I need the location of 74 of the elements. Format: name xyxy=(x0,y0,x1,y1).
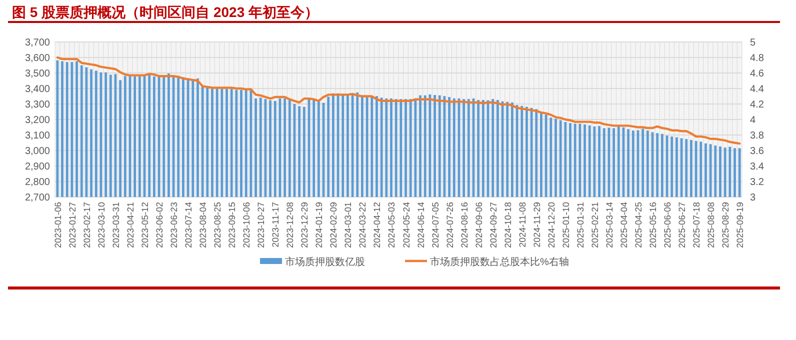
x-tick-label: 2025-05-16 xyxy=(648,202,658,248)
x-tick-label: 2023-09-15 xyxy=(227,202,238,248)
y-tick-label: 3,700 xyxy=(24,38,50,48)
x-tick-label: 2024-08-16 xyxy=(459,202,470,248)
x-tick-label: 2023-07-14 xyxy=(184,202,194,248)
y-tick-label: 3,000 xyxy=(24,146,50,157)
x-tick-label: 2023-12-29 xyxy=(300,202,310,248)
x-tick-label: 2024-12-20 xyxy=(546,202,556,248)
x-tick-label: 2025-02-21 xyxy=(590,202,600,248)
x-tick-label: 2025-08-08 xyxy=(706,202,716,248)
y-tick-label: 2,800 xyxy=(24,177,50,188)
y-tick-label: 2,900 xyxy=(24,162,50,172)
y2-tick-label: 3.2 xyxy=(750,177,764,188)
y2-tick-label: 4.6 xyxy=(750,68,764,80)
y2-tick-label: 4.2 xyxy=(750,100,764,110)
x-tick-label: 2023-03-10 xyxy=(96,202,106,248)
x-tick-label: 2024-09-27 xyxy=(488,202,498,248)
x-tick-label: 2025-04-25 xyxy=(633,202,644,248)
y-tick-label: 3,100 xyxy=(24,130,50,142)
x-tick-label: 2025-01-10 xyxy=(560,202,571,248)
x-tick-label: 2025-07-18 xyxy=(692,202,702,248)
x-tick-label: 2023-11-17 xyxy=(270,202,281,248)
line-series xyxy=(56,56,741,145)
x-tick-label: 2023-10-27 xyxy=(256,202,266,248)
y-tick-label: 3,600 xyxy=(24,53,50,64)
x-tick-label: 2024-05-24 xyxy=(401,202,412,248)
y-tick-label: 2,700 xyxy=(24,192,50,204)
x-tick-label: 2023-02-17 xyxy=(82,202,92,248)
x-tick-label: 2024-05-03 xyxy=(386,202,397,248)
x-tick-label: 2025-04-04 xyxy=(618,202,629,248)
x-tick-label: 2024-09-06 xyxy=(474,202,484,248)
y-tick-label: 3,400 xyxy=(24,84,50,95)
y2-tick-label: 4 xyxy=(750,115,756,126)
legend-label: 市场质押股数占总股本比%右轴 xyxy=(430,256,569,268)
x-tick-label: 2024-07-26 xyxy=(444,202,455,248)
x-tick-label: 2025-06-27 xyxy=(677,202,688,248)
y2-tick-label: 3.8 xyxy=(750,130,764,142)
x-tick-label: 2024-07-05 xyxy=(430,202,440,248)
x-tick-label: 2023-01-27 xyxy=(67,202,78,248)
y2-tick-label: 4.8 xyxy=(750,53,764,64)
y2-tick-label: 5 xyxy=(750,38,756,48)
x-tick-label: 2024-03-01 xyxy=(343,202,354,248)
y-tick-label: 3,200 xyxy=(24,115,50,126)
x-tick-label: 2023-04-21 xyxy=(125,202,136,248)
x-tick-label: 2023-10-06 xyxy=(242,202,252,248)
x-tick-label: 2024-04-12 xyxy=(372,202,382,248)
y2-tick-label: 3.6 xyxy=(750,146,764,157)
x-tick-label: 2023-06-02 xyxy=(154,202,165,248)
x-tick-label: 2025-01-31 xyxy=(575,202,586,248)
x-tick-label: 2023-08-04 xyxy=(198,202,208,248)
chart-title: 图 5 股票质押概况（时间区间自 2023 年初至今） xyxy=(12,4,318,20)
x-tick-label: 2025-06-06 xyxy=(662,202,673,248)
y2-tick-label: 3 xyxy=(750,192,756,204)
x-tick-label: 2023-01-06 xyxy=(52,202,63,248)
x-tick-label: 2023-05-12 xyxy=(140,202,150,248)
x-tick-label: 2024-10-18 xyxy=(502,202,513,248)
x-tick-label: 2024-06-14 xyxy=(416,202,426,248)
y-tick-label: 3,500 xyxy=(24,68,50,80)
x-tick-label: 2024-03-22 xyxy=(358,202,368,248)
y2-tick-label: 3.4 xyxy=(750,162,764,172)
x-tick-label: 2023-08-25 xyxy=(212,202,223,248)
y-tick-label: 3,300 xyxy=(24,100,50,110)
x-tick-label: 2024-01-19 xyxy=(314,202,324,248)
x-tick-label: 2025-08-29 xyxy=(720,202,731,248)
x-tick-label: 2025-03-14 xyxy=(604,202,614,248)
x-tick-label: 2023-12-08 xyxy=(285,202,296,248)
legend-label: 市场质押股数亿股 xyxy=(285,256,365,268)
y2-tick-label: 4.4 xyxy=(750,84,764,95)
x-tick-label: 2024-02-09 xyxy=(328,202,339,248)
x-tick-label: 2024-11-08 xyxy=(517,202,528,248)
x-tick-label: 2025-09-19 xyxy=(735,202,746,248)
x-tick-label: 2024-11-29 xyxy=(532,202,542,248)
x-tick-label: 2023-03-31 xyxy=(110,202,121,248)
x-tick-label: 2023-06-23 xyxy=(169,202,180,248)
